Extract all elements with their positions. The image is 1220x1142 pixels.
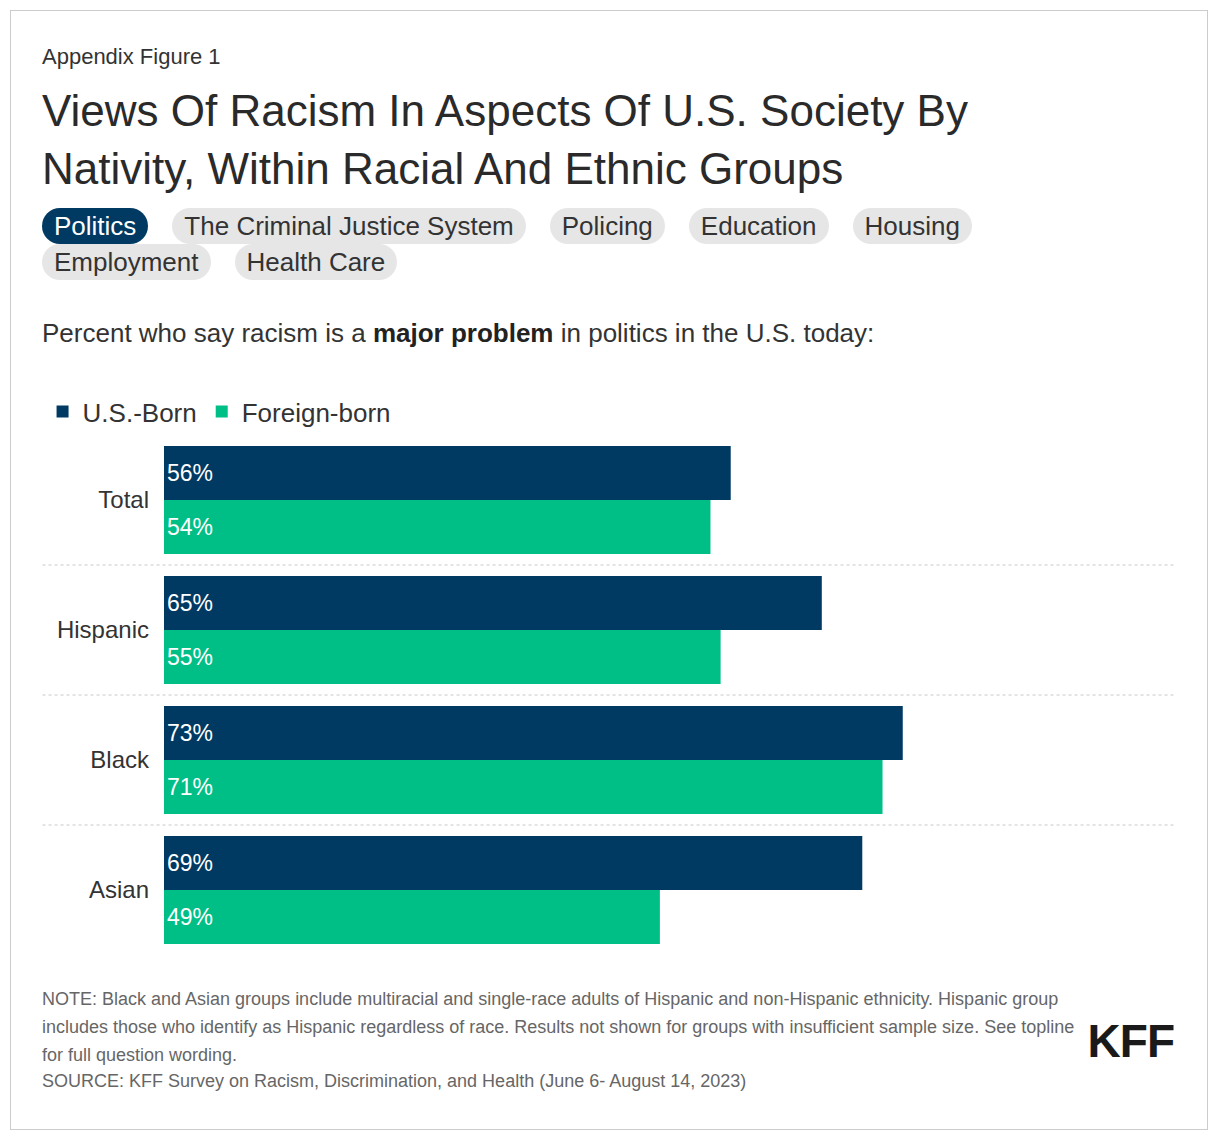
svg-text:Asian: Asian bbox=[89, 876, 149, 903]
svg-text:55%: 55% bbox=[167, 644, 213, 670]
html-text:Housing: Housing bbox=[864, 211, 960, 241]
svg-text:71%: 71% bbox=[167, 774, 213, 800]
html-text:The Criminal Justice System: The Criminal Justice System bbox=[184, 211, 514, 241]
svg-text:Black: Black bbox=[90, 746, 150, 773]
html-text:Politics: Politics bbox=[54, 211, 137, 241]
svg-text:Hispanic: Hispanic bbox=[57, 616, 149, 643]
svg-text:Total: Total bbox=[98, 486, 149, 513]
html-text:NOTE: Black and Asian groups i: NOTE: Black and Asian groups include mul… bbox=[42, 989, 1075, 1065]
html-text:Employment: Employment bbox=[54, 247, 199, 277]
html-text:Views Of Racism In Aspects Of: Views Of Racism In Aspects Of U.S. Socie… bbox=[42, 86, 968, 193]
svg-text:73%: 73% bbox=[167, 720, 213, 746]
svg-text:49%: 49% bbox=[167, 904, 213, 930]
html-text:Policing: Policing bbox=[561, 211, 653, 241]
svg-text:54%: 54% bbox=[167, 514, 213, 540]
svg-text:56%: 56% bbox=[167, 460, 213, 486]
html-text:SOURCE: KFF Survey on Racism,: SOURCE: KFF Survey on Racism, Discrimina… bbox=[42, 1071, 747, 1091]
html-text:KFF: KFF bbox=[1087, 1015, 1174, 1067]
svg-text:69%: 69% bbox=[167, 850, 213, 876]
svg-text:65%: 65% bbox=[167, 590, 213, 616]
html-text:Health Care: Health Care bbox=[246, 247, 386, 277]
svg-text:Foreign-born: Foreign-born bbox=[242, 398, 391, 428]
svg-text:U.S.-Born: U.S.-Born bbox=[83, 398, 197, 428]
html-text:Percent who say racism is a ma: Percent who say racism is a major proble… bbox=[42, 318, 875, 348]
html-text:Education: Education bbox=[700, 211, 817, 241]
html-text:Appendix Figure 1: Appendix Figure 1 bbox=[42, 44, 221, 69]
